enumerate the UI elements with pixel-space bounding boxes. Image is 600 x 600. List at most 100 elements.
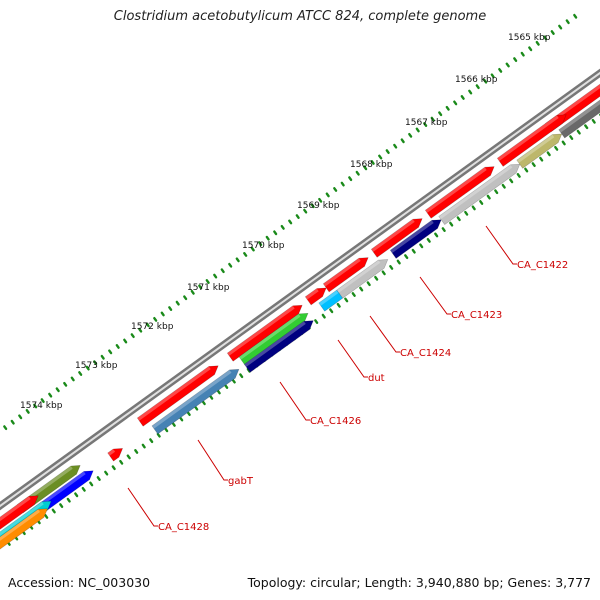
ruler-label: 1566 kbp [455, 75, 498, 85]
gene-arrow [424, 166, 495, 219]
ruler-tick-inner [66, 497, 71, 503]
ruler-label: 1571 kbp [187, 283, 230, 293]
ruler-tick-outer [198, 284, 203, 290]
ruler-tick-outer [528, 46, 533, 52]
gene-label: gabT [228, 476, 254, 487]
ruler-tick-inner [419, 243, 424, 249]
map-title: Clostridium acetobutylicum ATCC 824, com… [113, 9, 487, 24]
ruler-tick-inner [464, 210, 469, 216]
ruler-tick-outer [85, 365, 90, 371]
ruler-tick-inner [239, 373, 244, 379]
gene-arrow [389, 219, 442, 259]
ruler-tick-outer [130, 333, 135, 339]
ruler-tick-outer [123, 338, 128, 344]
gene-label: CA_C1422 [517, 260, 568, 271]
gene-arrow-highlight [371, 219, 415, 252]
gene-arrow-highlight [323, 258, 361, 287]
ruler-tick-inner [516, 173, 521, 178]
ruler-tick-outer [70, 376, 75, 382]
ruler-tick-inner [569, 135, 574, 140]
gene-arrow-highlight [516, 134, 555, 163]
ruler-tick-inner [359, 286, 364, 292]
ruler-tick-inner [381, 270, 386, 276]
ruler-tick-outer [370, 160, 375, 165]
gene-arrow [304, 287, 327, 306]
ruler-tick-inner [479, 200, 484, 205]
ruler-tick-inner [531, 162, 536, 168]
gene-arrow-highlight [152, 369, 232, 429]
ruler-tick-inner [336, 302, 341, 308]
ruler-tick-inner [216, 389, 221, 395]
ruler-tick-outer [295, 214, 300, 219]
ruler-tick-outer [468, 89, 473, 95]
ruler-tick-inner [366, 281, 371, 287]
ruler-tick-outer [63, 381, 68, 387]
ruler-tick-inner [441, 227, 446, 232]
ruler-tick-inner [44, 514, 49, 519]
gene-arrow [336, 259, 389, 299]
ruler-label: 1567 kbp [405, 118, 448, 128]
ruler-label: 1565 kbp [508, 33, 551, 43]
ruler-tick-inner [524, 167, 529, 173]
gene-arrow [0, 495, 39, 530]
ruler-tick-outer [520, 51, 525, 57]
gene-arrow-highlight [425, 167, 487, 213]
gene-arrow-highlight [0, 496, 31, 522]
ruler-tick-outer [318, 197, 323, 203]
ruler-tick-inner [591, 118, 596, 124]
ruler-tick-outer [378, 154, 383, 160]
gene-label-leader [197, 439, 228, 481]
ruler-tick-outer [573, 13, 578, 19]
gene-arrow-highlight [244, 321, 306, 367]
ruler-tick-outer [408, 132, 413, 138]
ruler-tick-inner [344, 297, 349, 303]
gene-arrow-highlight [497, 115, 559, 161]
ruler-tick-inner [471, 205, 476, 211]
ruler-tick-outer [160, 311, 165, 317]
ruler-tick-inner [351, 292, 356, 297]
ruler-tick-inner [96, 476, 101, 481]
ruler-tick-outer [445, 105, 450, 111]
gene-arrow [370, 218, 423, 258]
gene-arrow-highlight [107, 449, 116, 456]
ruler-tick-outer [153, 316, 158, 322]
gene-arrow-highlight [137, 366, 211, 421]
ruler-tick-outer [385, 149, 390, 155]
ruler-tick-outer [303, 208, 308, 214]
ruler-tick-inner [554, 145, 559, 151]
ruler-tick-inner [426, 237, 431, 243]
ruler-label: 1573 kbp [75, 361, 118, 371]
ruler-tick-outer [33, 403, 38, 409]
ruler-tick-inner [119, 459, 124, 465]
ruler-tick-inner [434, 232, 439, 238]
ruler-tick-outer [415, 127, 420, 133]
gene-arrow [151, 368, 240, 435]
ruler-tick-inner [561, 140, 566, 146]
ruler-tick-outer [108, 349, 113, 355]
ruler-tick-outer [18, 414, 23, 420]
ruler-tick-outer [273, 230, 278, 236]
ruler-tick-outer [205, 279, 210, 284]
ruler-tick-outer [258, 241, 263, 247]
ruler-tick-inner [74, 492, 79, 498]
ruler-tick-outer [558, 24, 563, 30]
ruler-label: 1569 kbp [297, 201, 340, 211]
ruler-tick-inner [501, 183, 506, 189]
ruler-tick-outer [430, 116, 435, 122]
ruler-tick-inner [134, 449, 139, 454]
ruler-tick-inner [546, 151, 551, 157]
gene-label-leader [127, 487, 158, 527]
gene-label: CA_C1428 [158, 522, 209, 533]
gene-arrow [136, 365, 219, 427]
ruler-tick-outer [220, 268, 225, 274]
ruler-tick-inner [486, 194, 491, 200]
ruler-tick-outer [483, 78, 488, 84]
gene-arrow-highlight [0, 509, 40, 541]
ruler-tick-inner [584, 124, 589, 130]
gene-features [0, 83, 600, 550]
ruler-tick-inner [156, 432, 161, 438]
ruler-label: 1568 kbp [350, 160, 393, 170]
ruler-tick-inner [149, 438, 154, 444]
ruler-tick-inner [509, 178, 514, 184]
